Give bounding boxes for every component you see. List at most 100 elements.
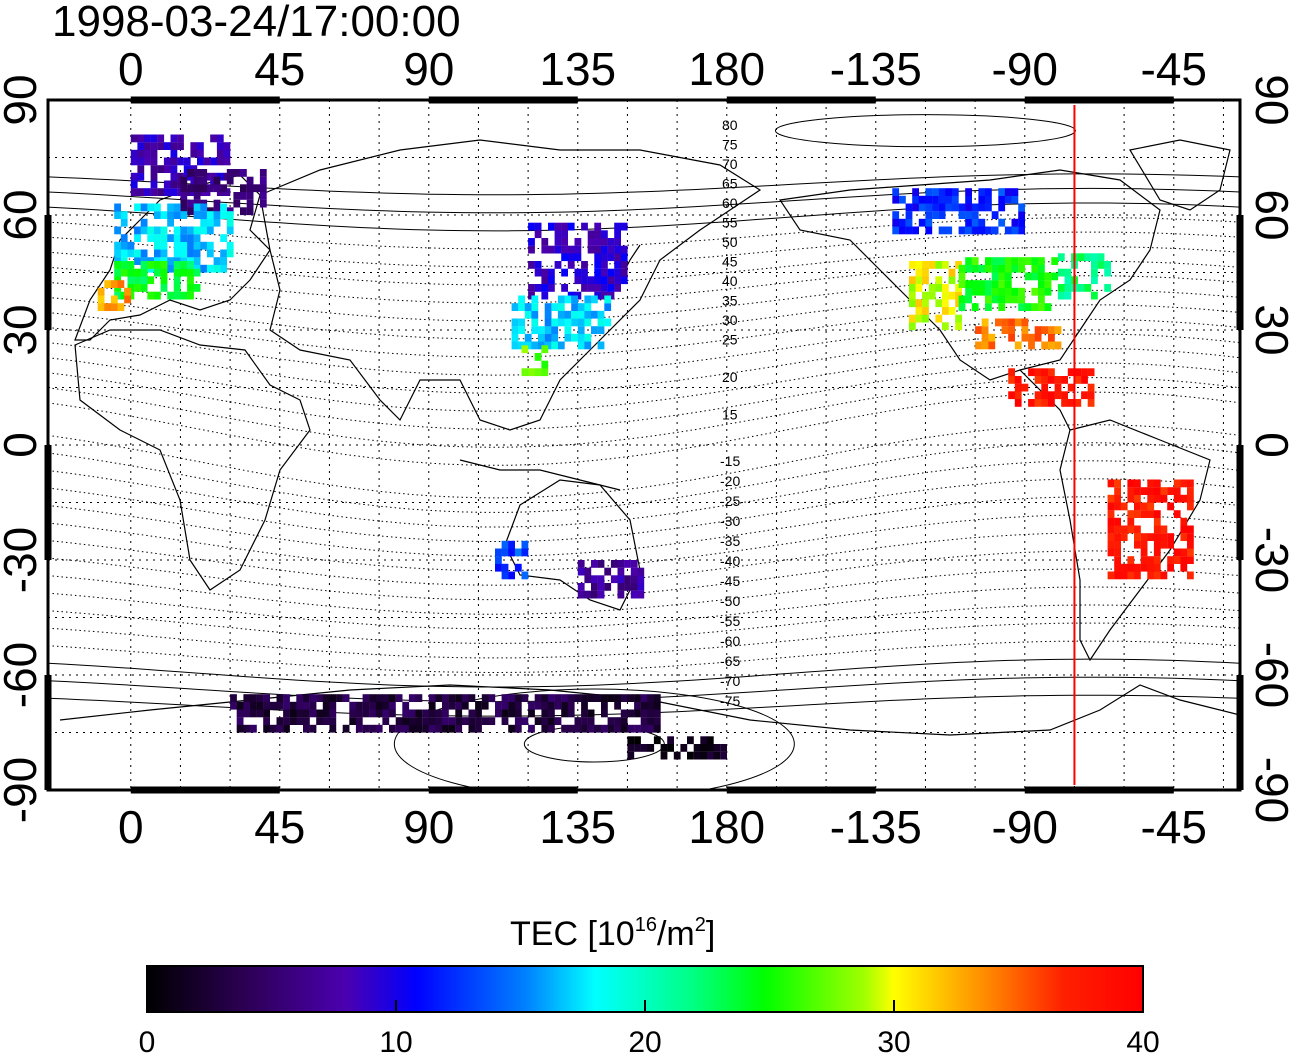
tec-cell	[965, 195, 972, 204]
tec-cell	[316, 709, 323, 718]
tec-cell	[154, 268, 161, 277]
tec-cell	[329, 724, 337, 733]
tec-cell	[1187, 479, 1194, 488]
tec-cell	[617, 590, 625, 599]
tec-cell	[521, 717, 529, 725]
tec-cell	[928, 284, 936, 292]
tec-cell	[591, 560, 598, 568]
tec-cell	[127, 261, 135, 269]
tec-cell	[1153, 571, 1161, 580]
tec-cell	[1014, 383, 1022, 392]
tec-cell	[985, 280, 992, 288]
tec-cell	[220, 234, 227, 242]
tec-cell	[243, 709, 251, 718]
tec-cell	[177, 157, 184, 166]
tec-cell	[309, 701, 317, 710]
tec-cell	[127, 268, 135, 277]
tec-cell	[1041, 399, 1049, 407]
tec-cell	[700, 736, 708, 745]
tec-cell	[163, 165, 171, 173]
tec-cell	[1034, 391, 1042, 400]
tec-cell	[965, 257, 972, 265]
tec-cell	[259, 184, 267, 193]
tec-cell	[455, 694, 463, 702]
magnetic-contour	[48, 640, 1240, 674]
tec-cell	[134, 203, 141, 212]
tec-cell	[1087, 391, 1095, 400]
tec-cell	[1153, 540, 1161, 549]
tec-cell	[362, 694, 370, 702]
tec-cell	[908, 284, 916, 292]
tec-cell	[1084, 253, 1092, 262]
tec-cell	[173, 261, 181, 269]
tec-cell	[114, 261, 121, 269]
tec-cell	[283, 701, 290, 710]
tec-cell	[534, 353, 542, 361]
tec-cell	[1180, 494, 1188, 503]
tec-cell	[428, 724, 436, 733]
lat-tick-label-left: 0	[0, 432, 46, 458]
tec-cell	[981, 333, 989, 342]
tec-cell	[667, 736, 674, 745]
tec-cell	[567, 261, 575, 269]
tec-cell	[594, 245, 602, 254]
tec-cell	[1147, 494, 1155, 503]
tec-cell	[955, 314, 962, 323]
tec-cell	[428, 694, 436, 702]
tec-cell	[1028, 368, 1035, 377]
tec-cell	[1014, 399, 1022, 407]
tec-cell	[687, 736, 694, 745]
tec-cell	[495, 548, 502, 557]
tec-cell	[564, 310, 572, 319]
tec-cell	[577, 318, 585, 327]
tec-cell	[1173, 494, 1181, 503]
tec-cell	[951, 195, 959, 204]
tec-cell	[150, 134, 158, 143]
tec-cell	[567, 245, 575, 254]
tec-cell	[985, 195, 992, 204]
tec-cell	[998, 295, 1006, 304]
tec-cell	[630, 575, 638, 584]
contour-label: -25	[720, 493, 740, 509]
tec-cell	[303, 724, 310, 733]
tec-cell	[511, 333, 519, 342]
tec-cell	[1077, 253, 1085, 262]
lon-tick-label-bottom: 0	[118, 801, 144, 853]
tec-cell	[303, 717, 310, 725]
tec-cell	[653, 709, 661, 718]
tec-cell	[548, 222, 555, 231]
tec-cell	[985, 295, 992, 304]
tec-cell	[561, 701, 568, 710]
lon-tick-label-top: 135	[539, 43, 616, 95]
tec-cell	[206, 218, 214, 227]
tec-cell	[283, 717, 290, 725]
tec-cell	[263, 694, 270, 702]
tec-cell	[620, 709, 628, 718]
tec-cell	[948, 307, 956, 315]
tec-cell	[1127, 487, 1135, 495]
tec-cell	[1074, 376, 1082, 384]
coast-north-america	[778, 169, 1161, 381]
tec-cell	[601, 230, 608, 239]
tec-cell	[541, 368, 549, 377]
tec-cell	[591, 583, 598, 591]
tec-cell	[528, 245, 535, 254]
tec-cell	[1140, 510, 1148, 518]
tec-cell	[1147, 533, 1155, 541]
tec-cell	[355, 709, 363, 718]
tec-cell	[680, 744, 688, 752]
tec-cell	[173, 203, 181, 212]
tec-cell	[1004, 188, 1012, 196]
tec-cell	[1140, 563, 1148, 572]
tec-cell	[581, 717, 588, 725]
tec-cell	[597, 575, 605, 584]
tec-cell	[1031, 287, 1039, 296]
tec-cell	[147, 226, 155, 235]
tec-cell	[226, 226, 234, 235]
tec-cell	[908, 276, 916, 285]
tec-cell	[114, 203, 121, 212]
tec-cell	[455, 724, 463, 733]
tec-cell	[180, 261, 188, 269]
tec-cell	[355, 701, 363, 710]
tec-cell	[1114, 487, 1121, 495]
